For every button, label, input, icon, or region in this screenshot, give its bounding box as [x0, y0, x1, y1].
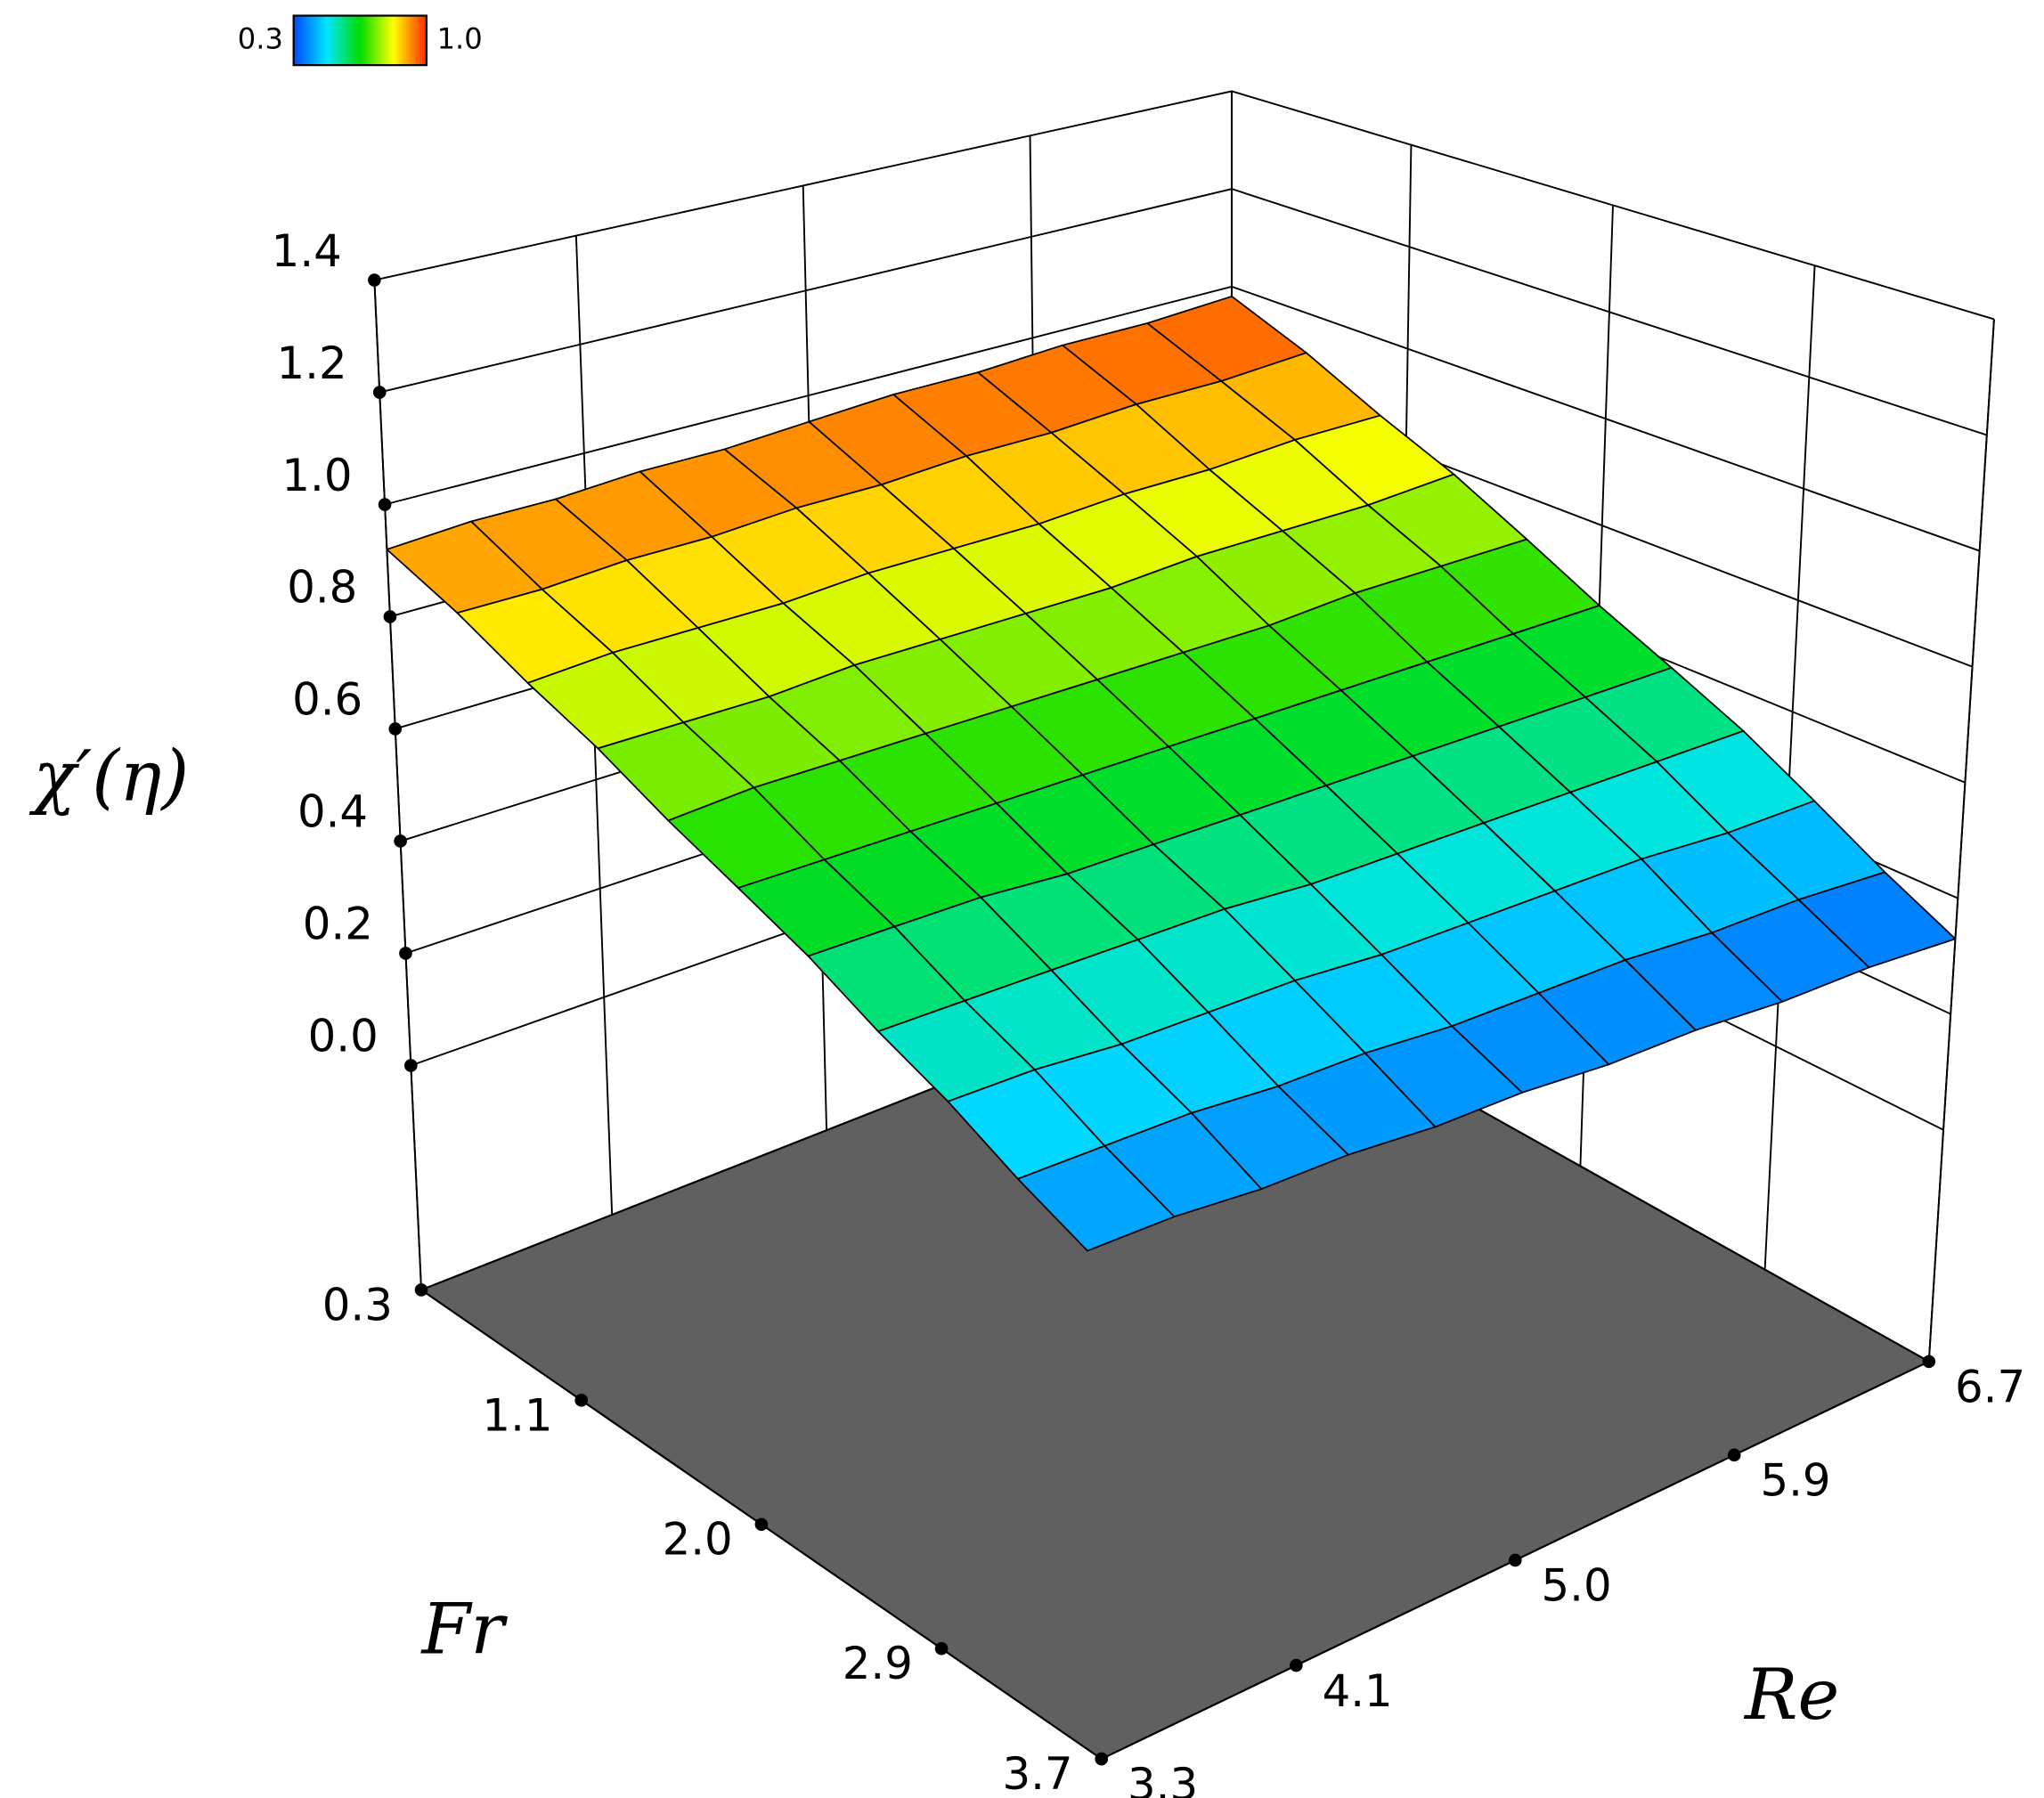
x-tick-label: 3.7 — [1002, 1748, 1072, 1798]
tick-mark — [394, 834, 407, 848]
z-tick-label: 1.4 — [272, 225, 342, 277]
grid-line — [374, 90, 1995, 321]
tick-mark — [372, 386, 387, 399]
z-tick-label: 0.2 — [303, 899, 373, 950]
tick-mark — [388, 722, 403, 736]
colorbar-label: 1.0 — [437, 21, 483, 55]
tick-mark — [399, 947, 412, 960]
y-tick-label: 4.1 — [1323, 1665, 1393, 1717]
x-axis-title: Fr — [420, 1589, 509, 1671]
z-tick-label: 0.4 — [297, 786, 368, 838]
tick-mark — [1508, 1553, 1522, 1567]
tick-mark — [1095, 1752, 1109, 1766]
tick-mark — [383, 610, 397, 623]
y-axis-title: Re — [1743, 1654, 1839, 1736]
tick-mark — [414, 1283, 428, 1297]
grid-line — [373, 280, 422, 1290]
y-tick-label: 5.0 — [1542, 1560, 1612, 1612]
tick-mark — [1290, 1658, 1303, 1672]
x-tick-label: 0.3 — [322, 1279, 393, 1330]
z-tick-label: 1.0 — [281, 450, 352, 501]
tick-mark — [934, 1641, 949, 1656]
surface-cell — [1016, 1144, 1176, 1252]
tick-mark — [1922, 1355, 1936, 1369]
y-tick-label: 6.7 — [1955, 1362, 2025, 1413]
tick-mark — [368, 273, 381, 287]
tick-mark — [378, 498, 392, 511]
x-tick-label: 1.1 — [482, 1389, 552, 1441]
tick-mark — [754, 1517, 769, 1532]
colorbar — [292, 14, 428, 67]
grid-line — [1927, 319, 1995, 1362]
z-tick-label: 0.0 — [308, 1011, 379, 1062]
y-tick-label: 3.3 — [1128, 1759, 1198, 1798]
colorbar-label: 0.3 — [238, 21, 283, 55]
tick-mark — [574, 1394, 589, 1407]
x-tick-label: 2.9 — [843, 1638, 913, 1689]
grid-line — [1763, 265, 1816, 1270]
z-axis-title: χ′(η) — [29, 735, 189, 817]
tick-mark — [404, 1059, 418, 1072]
tick-mark — [1727, 1448, 1741, 1462]
z-tick-label: 0.6 — [292, 674, 362, 726]
y-tick-label: 5.9 — [1760, 1455, 1830, 1507]
z-tick-label: 1.2 — [277, 338, 347, 389]
z-tick-label: 0.8 — [287, 562, 357, 614]
x-tick-label: 2.0 — [663, 1514, 733, 1566]
